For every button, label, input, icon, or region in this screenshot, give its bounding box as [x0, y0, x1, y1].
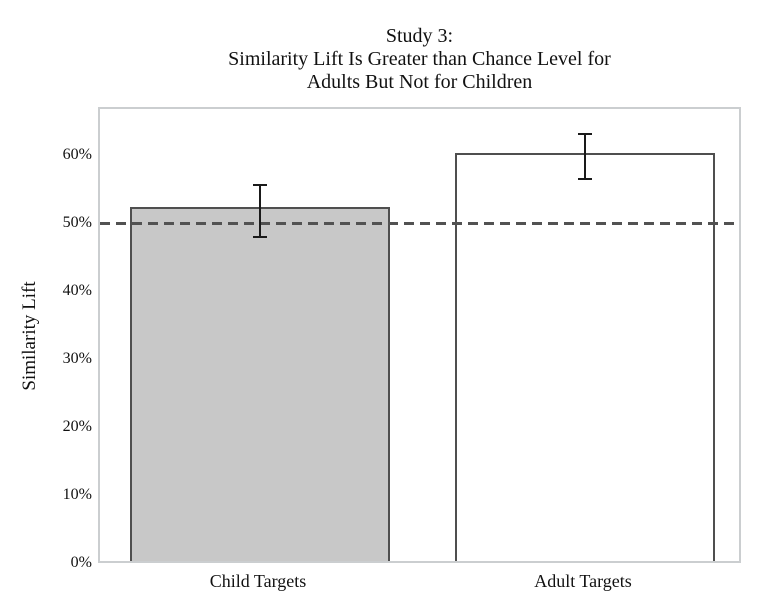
- y-tick-label-20: 20%: [62, 417, 92, 435]
- error-bar-stem: [259, 183, 261, 239]
- bar-child-targets: [130, 207, 390, 561]
- y-tick-label-0: 0%: [70, 554, 92, 571]
- error-bar-top-cap: [253, 183, 267, 186]
- error-bar-child-targets: [252, 183, 268, 239]
- y-tick-label-60: 60%: [62, 145, 92, 163]
- y-tick-label-50: 50%: [62, 213, 92, 231]
- error-bar-stem: [584, 132, 586, 181]
- y-tick-label-40: 40%: [62, 281, 92, 299]
- plot-area: [98, 107, 741, 563]
- y-tick-label-30: 30%: [62, 349, 92, 367]
- error-bar-bottom-cap: [578, 178, 592, 181]
- chart-title-line-2: Similarity Lift Is Greater than Chance L…: [228, 48, 611, 70]
- chart-title: Study 3: Similarity Lift Is Greater than…: [98, 25, 741, 94]
- chart-title-line-3: Adults But Not for Children: [306, 71, 533, 93]
- bar-adult-targets: [455, 152, 715, 561]
- error-bar-top-cap: [578, 132, 592, 135]
- x-axis-label-adult-targets: Adult Targets: [534, 571, 632, 591]
- chart-title-line-1: Study 3:: [385, 25, 454, 47]
- chance-level-dashed-line: [100, 221, 739, 225]
- error-bar-bottom-cap: [253, 236, 267, 239]
- y-tick-label-10: 10%: [62, 485, 92, 503]
- error-bar-adult-targets: [577, 132, 593, 181]
- x-axis-label-child-targets: Child Targets: [209, 571, 307, 591]
